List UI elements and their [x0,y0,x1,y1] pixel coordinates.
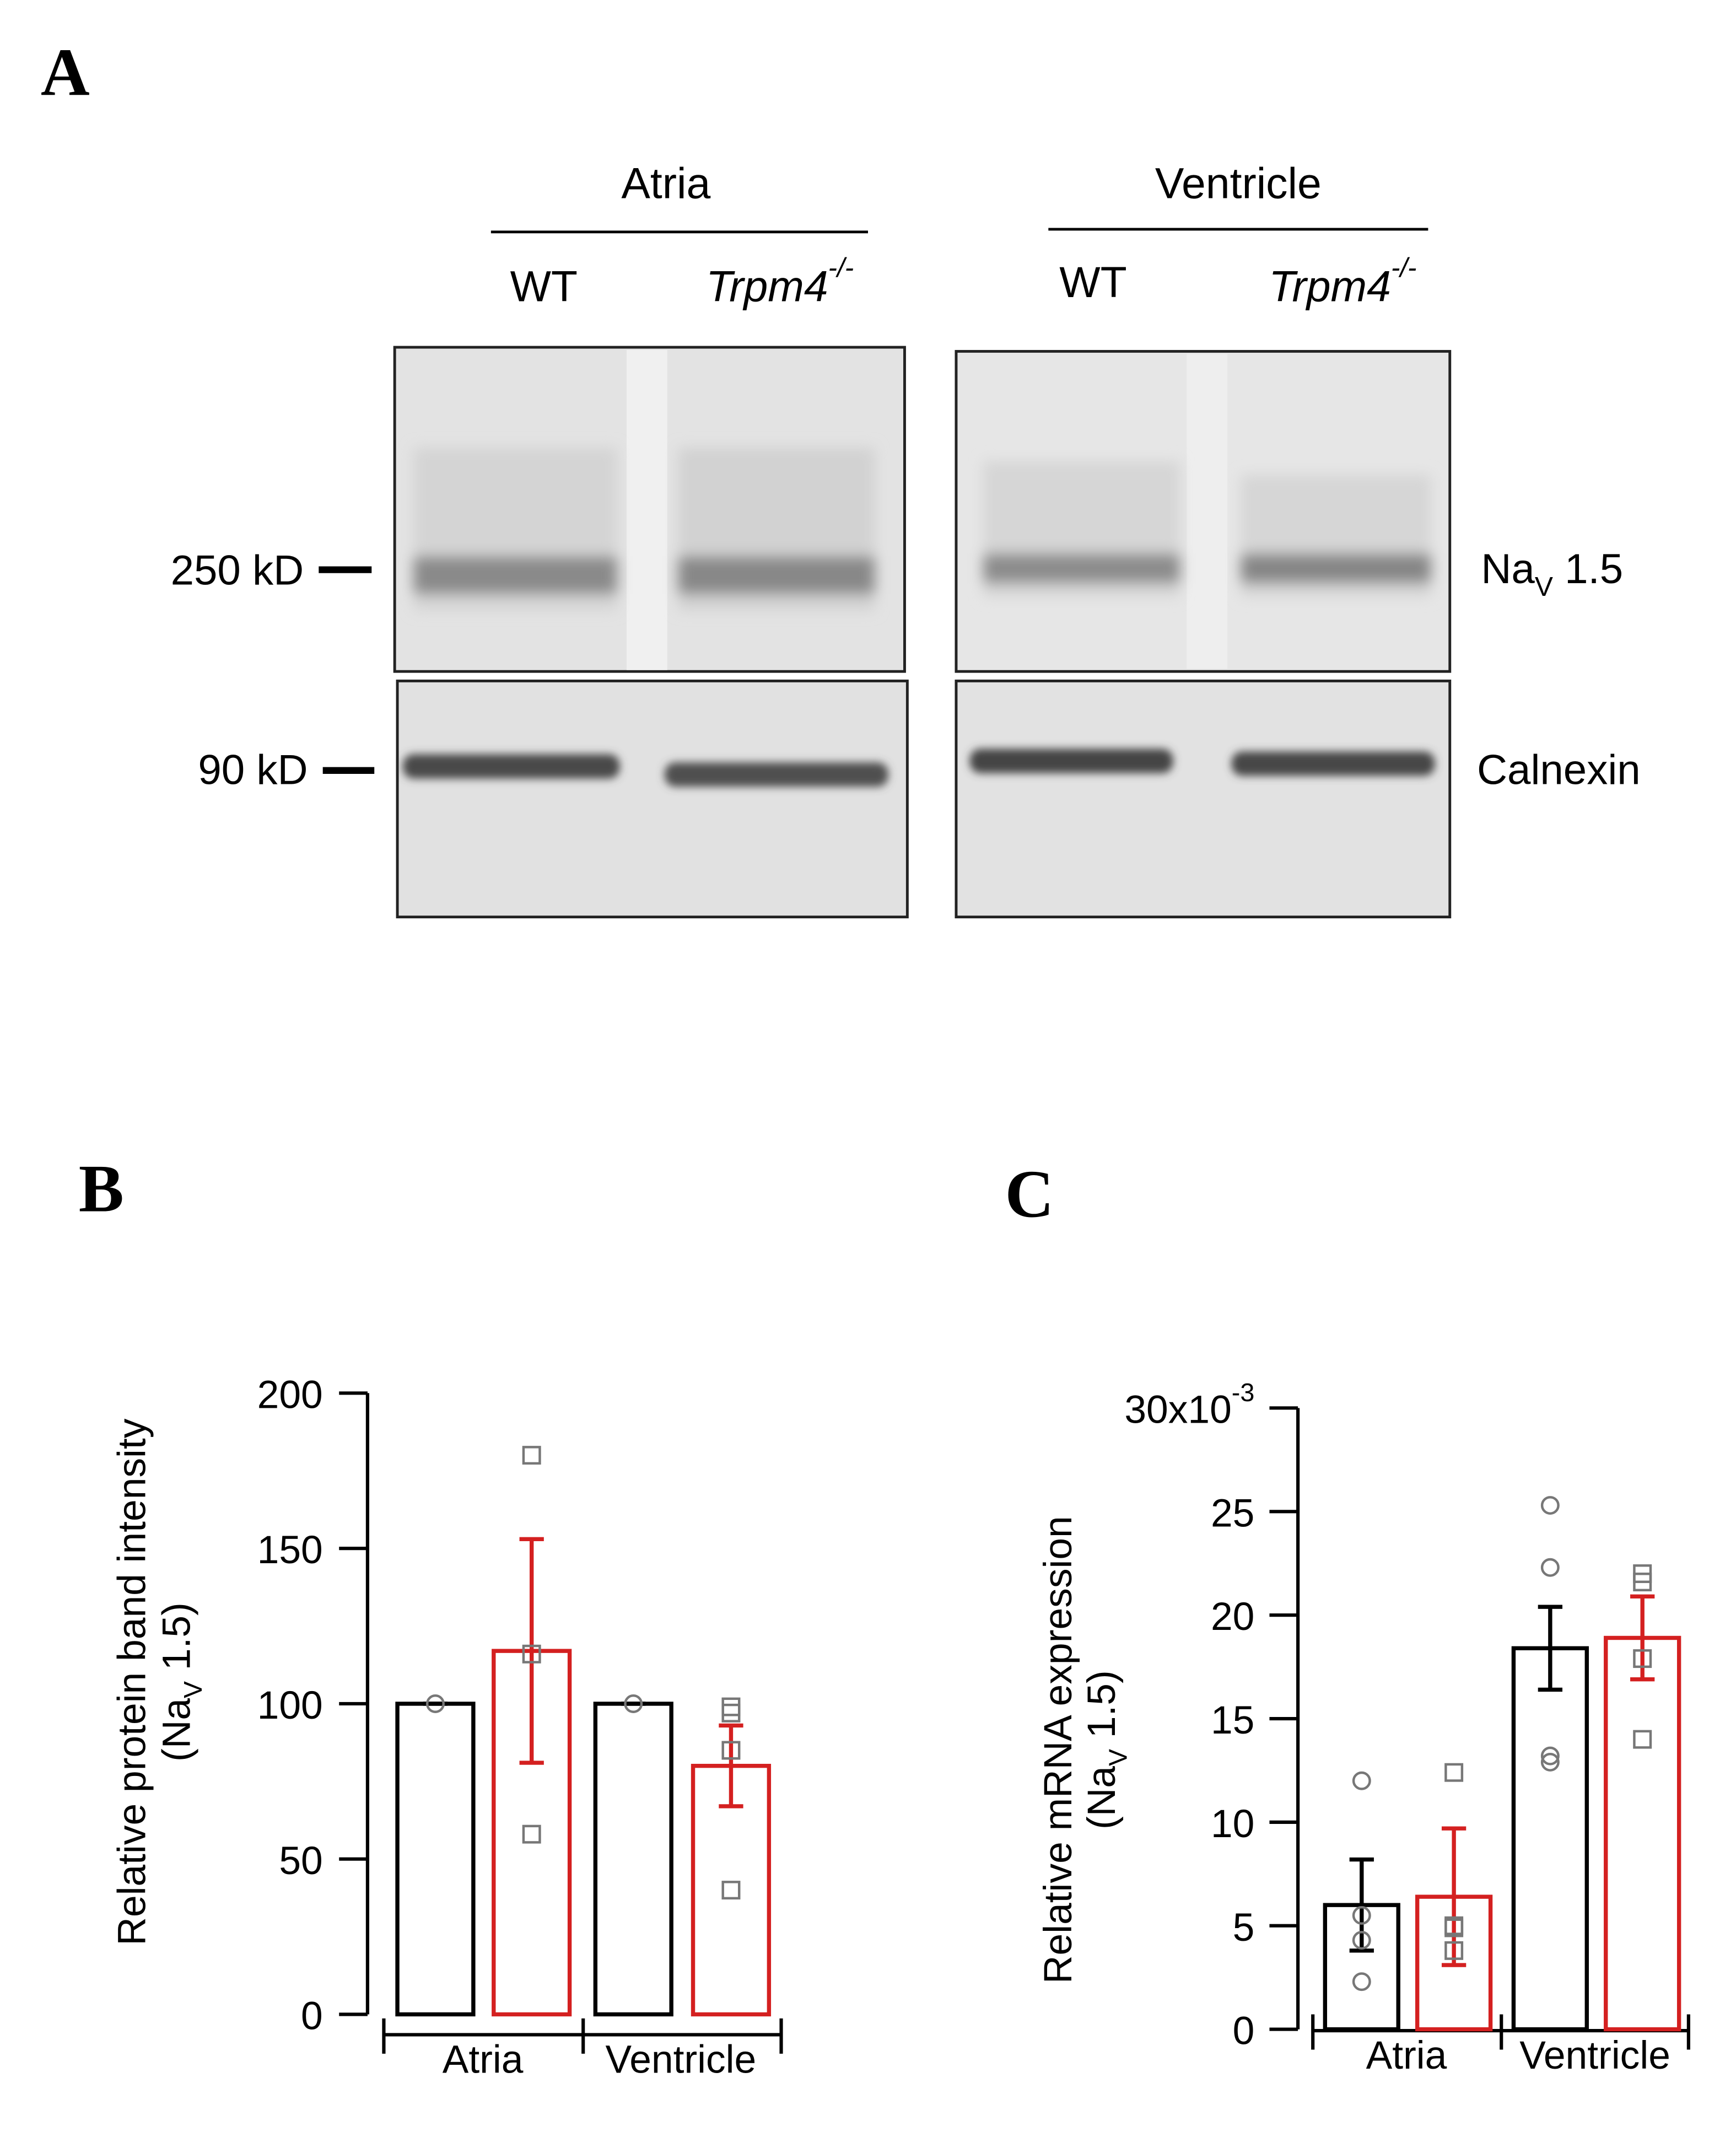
text-part: 1.5) [155,1602,199,1681]
y-tick-label: 0 [301,1994,323,2038]
tick-text: 20 [1211,1595,1254,1639]
group-label: Atria [621,159,710,207]
subscript: V [1103,1749,1132,1766]
text-part: 1.5 [1553,546,1623,593]
error-bar [719,1723,743,1808]
tick-text: 15 [1211,1698,1254,1742]
bar [395,1702,476,2017]
subscript: V [179,1681,207,1698]
data-point [522,1824,541,1844]
panel-label: B [79,1151,124,1226]
tick-text: 25 [1211,1491,1254,1535]
error-bar [1349,1857,1374,1953]
data-point [1540,1746,1560,1765]
y-tick-label: 200 [257,1372,323,1417]
group-label: Ventricle [1155,159,1322,207]
superscript: -3 [1232,1378,1255,1407]
data-point [1352,1972,1371,1991]
tick-text: 5 [1233,1905,1255,1950]
y-tick-label: 150 [257,1528,323,1572]
error-bar [1538,1605,1562,1692]
protein-label: NaV 1.5 [1481,546,1623,602]
y-tick-label: 20 [1211,1595,1254,1639]
superscript: -/- [828,252,854,283]
tick-text: 200 [257,1372,323,1417]
lane-label: WT [1059,258,1126,306]
data-point [1633,1573,1652,1592]
data-point [1633,1730,1652,1749]
x-tick-label: Ventricle [1519,2033,1670,2077]
error-bar [1630,1594,1655,1682]
y-tick-label: 30x10-3 [1124,1378,1254,1431]
y-tick-label: 100 [257,1683,323,1727]
data-point [721,1703,741,1722]
lane-name: Trpm4 [1269,262,1391,310]
x-tick-label: Ventricle [606,2037,757,2081]
text-part: Na [1481,546,1535,593]
data-point [1633,1649,1652,1668]
data-point [1444,1918,1464,1937]
lane-name: WT [1059,258,1126,306]
y-tick-label: 15 [1211,1698,1254,1742]
data-point [522,1644,541,1664]
data-point [624,1694,643,1713]
y-tick-label: 50 [279,1839,322,1883]
lane-label: WT [510,262,578,310]
y-tick-label: 0 [1233,2009,1255,2053]
panel-label: A [41,34,90,110]
y-axis-label: Relative mRNA expression [1036,1516,1080,1984]
data-point [522,1446,541,1465]
data-point [1352,1931,1371,1950]
data-point [721,1881,741,1900]
data-point [1444,1763,1464,1782]
lane-label: Trpm4-/- [1269,252,1416,310]
blot-images [319,228,1452,919]
tick-text: 30x10 [1124,1388,1231,1432]
tick-text: 10 [1211,1802,1254,1846]
tick-text: 100 [257,1683,323,1727]
text-part: (Na [1080,1766,1124,1829]
y-axis-label: (NaV 1.5) [155,1602,207,1762]
x-tick-label: Atria [443,2037,524,2081]
y-axis-label: Relative protein band intensity [110,1418,154,1945]
y-tick-label: 10 [1211,1802,1254,1846]
data-point [1540,1752,1560,1772]
data-point [721,1741,741,1760]
data-point [1444,1941,1464,1960]
error-bar [519,1537,544,1765]
size-marker: 90 kD [198,746,308,793]
panel-label: C [1005,1156,1054,1231]
size-marker: 250 kD [171,547,304,594]
protein-label: Calnexin [1477,746,1641,793]
x-tick-label: Atria [1366,2033,1447,2077]
text-part: Calnexin [1477,746,1641,793]
lane-name: Trpm4 [706,262,828,310]
superscript: -/- [1391,252,1416,283]
bar [1604,1635,1681,2032]
tick-text: 150 [257,1528,323,1572]
subscript: V [1535,571,1553,602]
bar [1511,1646,1589,2032]
lane-name: WT [510,262,578,310]
text-part: (Na [155,1698,199,1762]
tick-text: 50 [279,1839,322,1883]
tick-text: 0 [301,1994,323,2038]
data-point [1540,1496,1560,1515]
bar [593,1702,673,2017]
y-axis-label: (NaV 1.5) [1080,1670,1132,1829]
tick-text: 0 [1233,2009,1255,2053]
data-point [721,1697,741,1716]
text-part: 1.5) [1080,1670,1124,1749]
data-point [1352,1905,1371,1925]
data-point [1352,1771,1371,1790]
y-tick-label: 5 [1233,1905,1255,1950]
data-point [1540,1558,1560,1577]
y-tick-label: 25 [1211,1491,1254,1535]
lane-label: Trpm4-/- [706,252,854,310]
data-point [425,1694,445,1713]
